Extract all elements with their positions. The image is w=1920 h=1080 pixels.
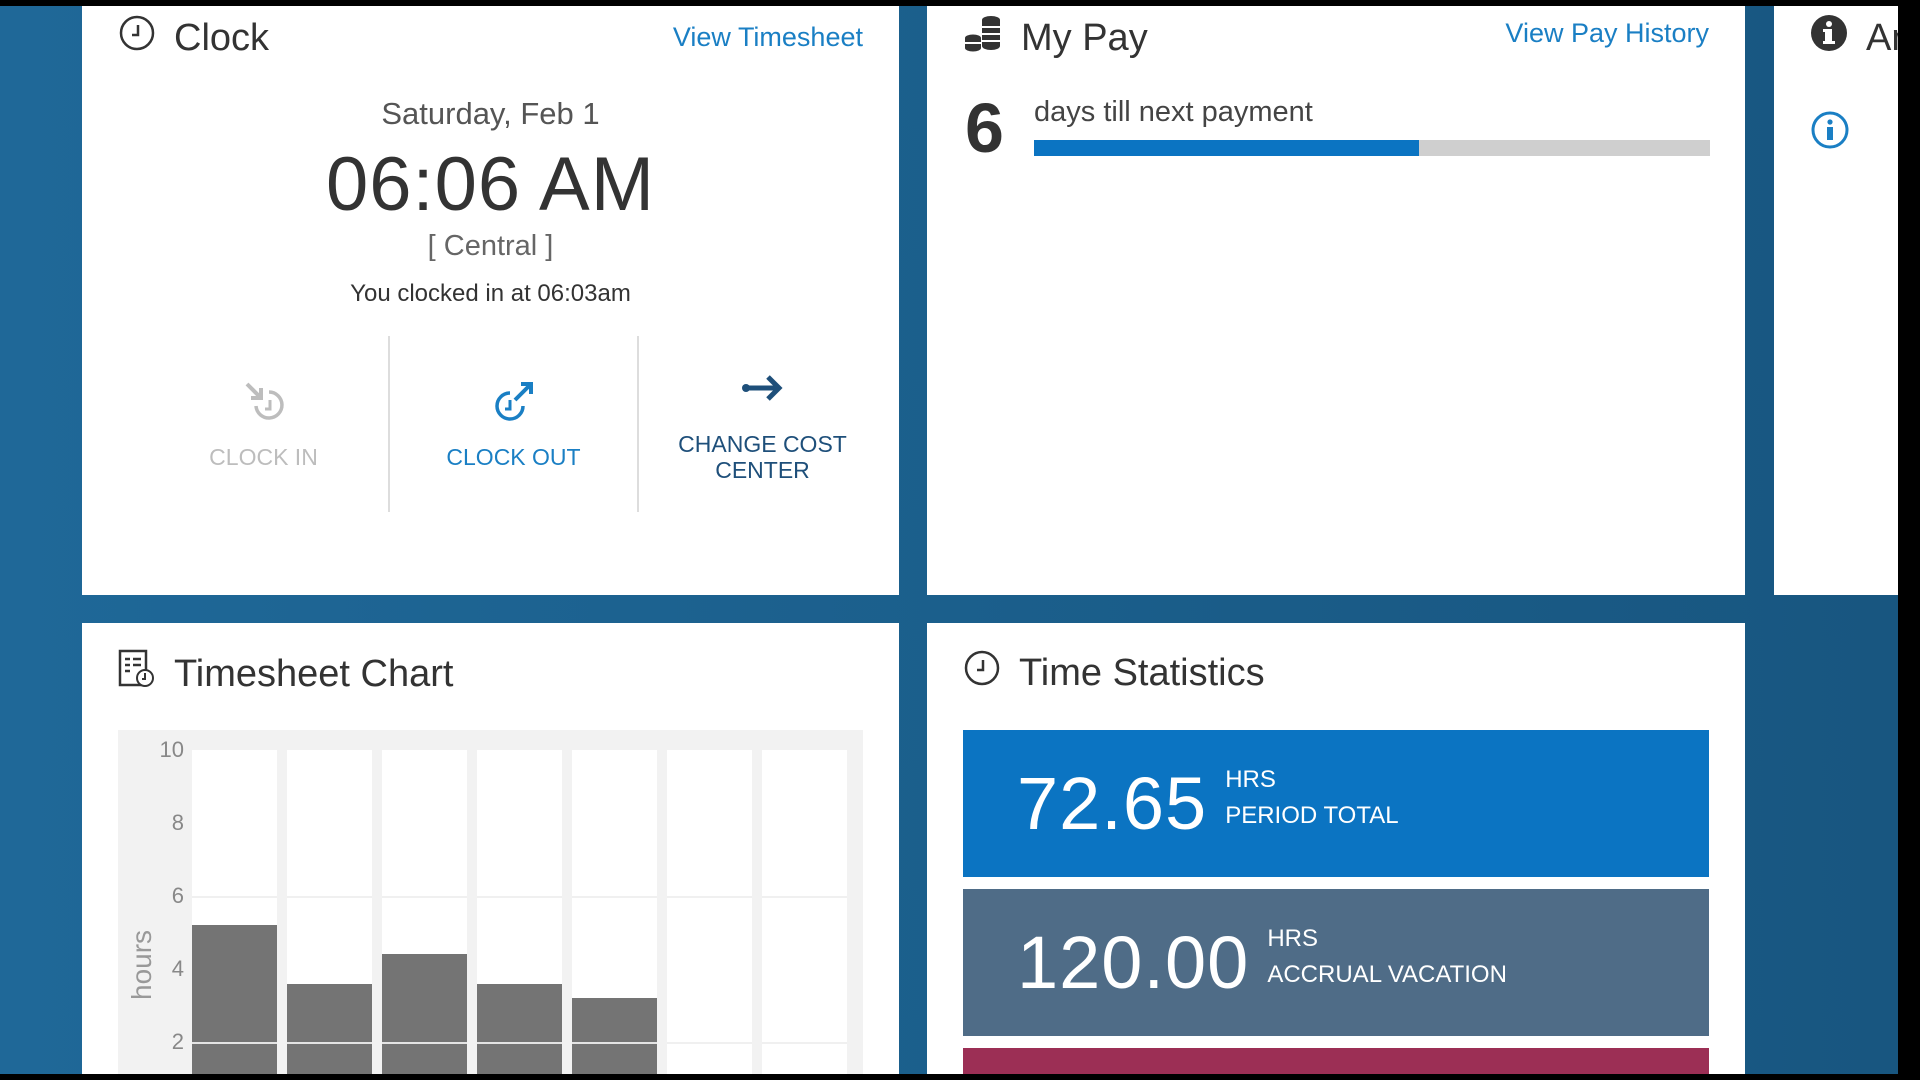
announcement-item[interactable] [1810, 110, 1850, 155]
chart-bar[interactable] [572, 998, 657, 1074]
time-statistics-header: Time Statistics [963, 649, 1265, 697]
announcements-header: An [1810, 14, 1898, 62]
timesheet-chart-title: Timesheet Chart [174, 652, 454, 695]
my-pay-widget: My Pay View Pay History 6 days till next… [927, 6, 1745, 595]
gridline [287, 1041, 372, 1044]
gridline [572, 1041, 657, 1044]
chart-bar[interactable] [287, 983, 372, 1074]
clock-in-icon [241, 378, 287, 430]
info-outline-icon [1810, 110, 1850, 155]
change-cost-center-label: CHANGE COST CENTER [678, 431, 847, 483]
chart-column [382, 750, 467, 1074]
view-pay-history-link[interactable]: View Pay History [1505, 18, 1709, 48]
info-filled-icon [1810, 14, 1848, 62]
coins-icon [963, 14, 1003, 62]
stat-meta: HRS ACCRUAL VACATION [1267, 921, 1507, 993]
my-pay-header: My Pay [963, 14, 1148, 62]
time-statistics-title: Time Statistics [1019, 651, 1265, 694]
stat-period-total[interactable]: 72.65 HRS PERIOD TOTAL [963, 730, 1709, 877]
chart-column [477, 750, 562, 1074]
clock-out-label: CLOCK OUT [446, 444, 581, 470]
y-tick: 8 [171, 810, 184, 835]
chart-bar[interactable] [382, 954, 467, 1074]
stat-unit: HRS [1267, 924, 1319, 952]
stat-unit: HRS [1225, 765, 1276, 793]
timesheet-chart-widget: Timesheet Chart hours 10 8 6 4 2 [82, 623, 899, 1074]
payment-progress-bar [1034, 140, 1710, 156]
gridline [477, 896, 562, 898]
gridline [382, 1041, 467, 1044]
stat-value: 120.00 [1017, 921, 1250, 1004]
current-time: 06:06 AM [325, 142, 656, 227]
gridline [477, 1041, 562, 1044]
y-tick: 4 [171, 956, 184, 981]
my-pay-title: My Pay [1021, 16, 1148, 59]
clock-icon [118, 14, 156, 62]
stat-third[interactable] [963, 1048, 1709, 1074]
y-tick: 10 [159, 737, 184, 762]
gridline [192, 896, 277, 898]
clock-in-label: CLOCK IN [209, 444, 318, 470]
timesheet-chart-header: Timesheet Chart [118, 649, 453, 699]
payment-progress-fill [1034, 140, 1420, 156]
announcements-widget: An [1774, 6, 1898, 595]
chart-column [287, 750, 372, 1074]
stat-meta: HRS PERIOD TOTAL [1225, 762, 1398, 834]
chart-bar[interactable] [477, 983, 562, 1074]
view-timesheet-link[interactable]: View Timesheet [672, 22, 863, 52]
time-statistics-widget: Time Statistics 72.65 HRS PERIOD TOTAL 1… [927, 623, 1745, 1074]
clock-widget: Clock View Timesheet Saturday, Feb 1 06:… [82, 6, 899, 595]
gridline [382, 896, 467, 898]
chart-column [192, 750, 277, 1074]
timesheet-icon [118, 649, 156, 699]
timesheet-bar-chart: hours 10 8 6 4 2 [118, 730, 863, 1074]
gridline [667, 896, 752, 898]
gridline [667, 1042, 752, 1044]
gridline [192, 1041, 277, 1044]
clock-out-button[interactable]: CLOCK OUT [388, 336, 637, 512]
clock-status-text: You clocked in at 06:03am [350, 280, 631, 307]
chart-plot-area [192, 750, 847, 1074]
change-cost-center-button[interactable]: CHANGE COST CENTER [637, 336, 886, 512]
gridline [762, 896, 847, 898]
days-till-payment-label: days till next payment [1034, 96, 1313, 128]
clock-icon [963, 649, 1001, 697]
timezone-label: [ Central ] [427, 230, 554, 262]
clock-widget-header: Clock [118, 14, 269, 62]
chart-bar[interactable] [192, 925, 277, 1074]
stat-label: PERIOD TOTAL [1225, 801, 1399, 829]
stat-label: ACCRUAL VACATION [1267, 960, 1507, 988]
arrow-right-icon [740, 365, 786, 417]
current-date: Saturday, Feb 1 [381, 96, 600, 131]
chart-column [572, 750, 657, 1074]
y-tick: 2 [171, 1029, 184, 1054]
gridline [762, 1042, 847, 1044]
gridline [572, 896, 657, 898]
y-tick: 6 [171, 883, 184, 908]
gridline [287, 896, 372, 898]
clock-in-button[interactable]: CLOCK IN [139, 336, 388, 512]
clock-out-icon [491, 378, 537, 430]
chart-column [667, 750, 752, 1074]
clock-widget-title: Clock [174, 16, 270, 59]
days-till-payment-count: 6 [965, 89, 1004, 167]
chart-column [762, 750, 847, 1074]
announcements-title: An [1866, 16, 1898, 59]
stat-value: 72.65 [1017, 762, 1208, 845]
clock-actions: CLOCK IN CLOCK OUT CHANGE COST CENTER [139, 336, 889, 512]
stat-accrual-vacation[interactable]: 120.00 HRS ACCRUAL VACATION [963, 889, 1709, 1036]
